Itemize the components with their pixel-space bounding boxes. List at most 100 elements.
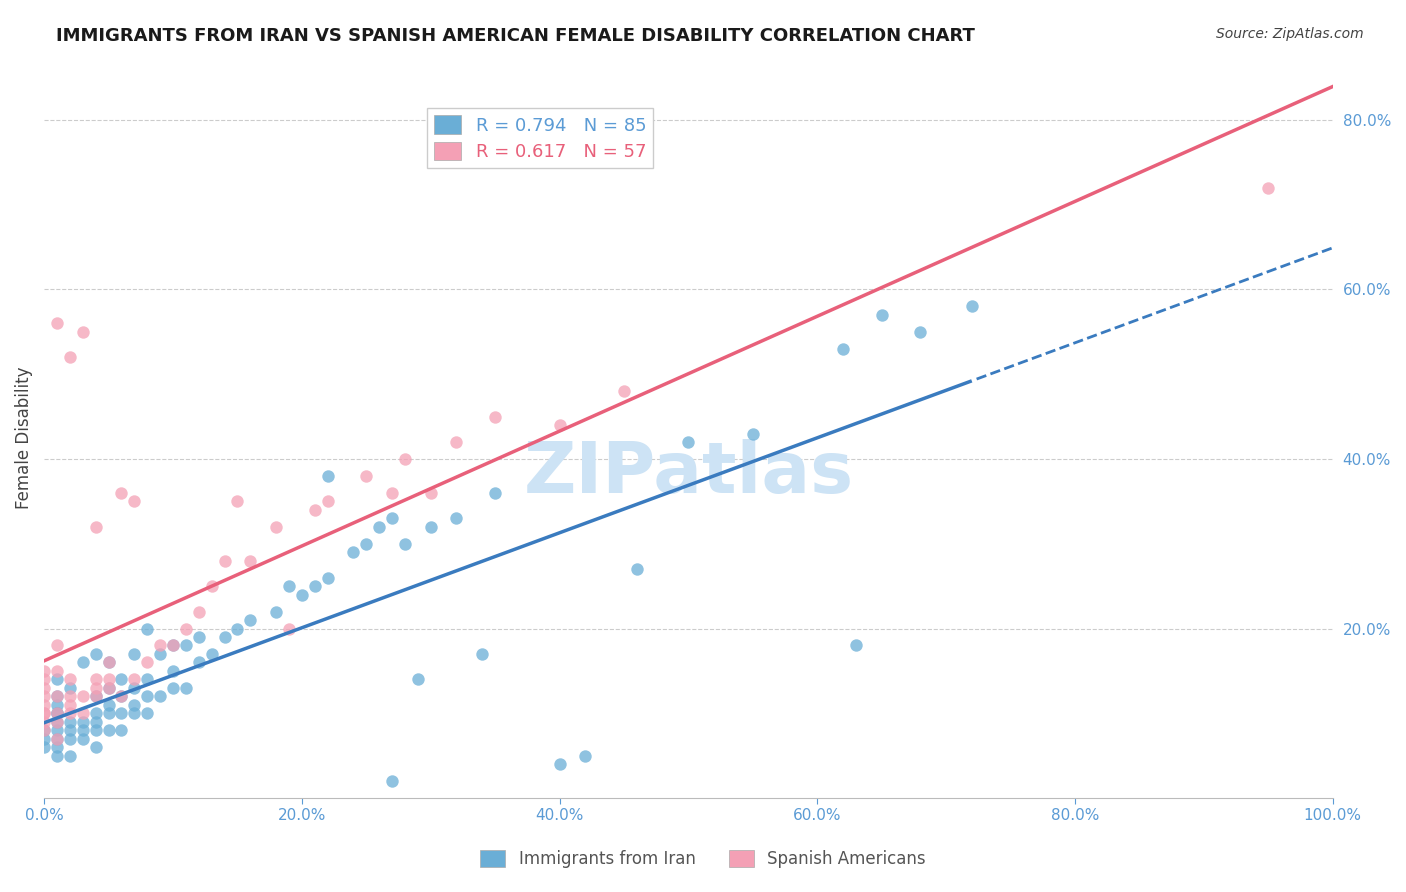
Point xyxy=(59,698,82,712)
Point xyxy=(72,714,94,729)
Point xyxy=(187,656,209,670)
Point xyxy=(214,554,236,568)
Point xyxy=(32,690,55,704)
Point xyxy=(136,690,159,704)
Point xyxy=(46,664,69,678)
Point xyxy=(72,723,94,738)
Point xyxy=(59,350,82,364)
Point xyxy=(84,690,107,704)
Point xyxy=(136,622,159,636)
Point xyxy=(124,681,146,695)
Point xyxy=(187,605,209,619)
Point xyxy=(32,723,55,738)
Point xyxy=(174,639,197,653)
Point xyxy=(136,656,159,670)
Point xyxy=(316,494,339,508)
Point xyxy=(368,520,391,534)
Point xyxy=(832,342,855,356)
Point xyxy=(239,613,262,627)
Point xyxy=(84,706,107,721)
Point xyxy=(162,639,184,653)
Point xyxy=(97,673,120,687)
Point xyxy=(149,690,172,704)
Point xyxy=(124,706,146,721)
Point xyxy=(46,740,69,755)
Point xyxy=(124,698,146,712)
Point xyxy=(264,520,287,534)
Point xyxy=(394,537,416,551)
Point xyxy=(32,731,55,746)
Point xyxy=(316,469,339,483)
Point xyxy=(278,622,301,636)
Point xyxy=(162,664,184,678)
Point xyxy=(97,681,120,695)
Point xyxy=(84,681,107,695)
Point xyxy=(381,486,404,500)
Point xyxy=(97,706,120,721)
Point xyxy=(394,452,416,467)
Point xyxy=(381,511,404,525)
Point xyxy=(226,622,249,636)
Point xyxy=(136,673,159,687)
Point xyxy=(59,681,82,695)
Point xyxy=(162,639,184,653)
Point xyxy=(84,723,107,738)
Point xyxy=(446,511,468,525)
Point xyxy=(316,571,339,585)
Point xyxy=(110,486,132,500)
Point xyxy=(32,740,55,755)
Point xyxy=(59,723,82,738)
Point xyxy=(59,706,82,721)
Point xyxy=(110,723,132,738)
Point xyxy=(471,647,494,661)
Text: Source: ZipAtlas.com: Source: ZipAtlas.com xyxy=(1216,27,1364,41)
Point xyxy=(97,656,120,670)
Point xyxy=(72,656,94,670)
Point xyxy=(72,325,94,339)
Point xyxy=(72,731,94,746)
Point xyxy=(46,706,69,721)
Point xyxy=(72,706,94,721)
Point xyxy=(149,639,172,653)
Point xyxy=(291,588,314,602)
Point xyxy=(960,299,983,313)
Point xyxy=(84,673,107,687)
Point xyxy=(741,426,763,441)
Point xyxy=(381,774,404,789)
Point xyxy=(174,622,197,636)
Point xyxy=(46,673,69,687)
Point xyxy=(46,706,69,721)
Point xyxy=(32,723,55,738)
Point xyxy=(484,486,506,500)
Point xyxy=(46,316,69,330)
Point xyxy=(446,435,468,450)
Point xyxy=(626,562,648,576)
Point xyxy=(46,698,69,712)
Point xyxy=(419,486,441,500)
Point xyxy=(97,681,120,695)
Point xyxy=(32,664,55,678)
Point xyxy=(84,740,107,755)
Point xyxy=(201,647,224,661)
Point xyxy=(187,630,209,644)
Point xyxy=(548,417,571,432)
Point xyxy=(32,714,55,729)
Point xyxy=(406,673,429,687)
Point xyxy=(32,673,55,687)
Point xyxy=(84,690,107,704)
Point xyxy=(613,384,636,398)
Point xyxy=(32,681,55,695)
Point xyxy=(46,714,69,729)
Point xyxy=(226,494,249,508)
Point xyxy=(548,757,571,772)
Point xyxy=(97,723,120,738)
Point xyxy=(110,690,132,704)
Point xyxy=(110,673,132,687)
Point xyxy=(59,748,82,763)
Point xyxy=(239,554,262,568)
Point xyxy=(32,706,55,721)
Point xyxy=(356,537,378,551)
Point xyxy=(59,673,82,687)
Point xyxy=(32,698,55,712)
Point xyxy=(124,673,146,687)
